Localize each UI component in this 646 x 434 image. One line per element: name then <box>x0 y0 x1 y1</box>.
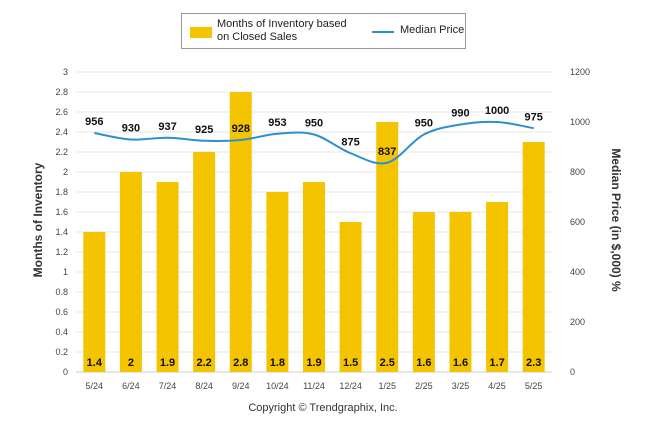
x-tick-label: 6/24 <box>122 381 140 391</box>
left-tick-label: 1.6 <box>55 207 68 217</box>
copyright-text: Copyright © Trendgraphix, Inc. <box>248 402 398 414</box>
left-tick-label: 1.4 <box>55 227 68 237</box>
price-value-label: 1000 <box>485 105 509 117</box>
x-axis-ticks: 5/24 6/24 7/24 8/24 9/24 10/24 11/24 12/24 1/25 2… <box>86 381 543 391</box>
price-value-label: 875 <box>341 136 359 148</box>
price-value-label: 937 <box>158 121 176 133</box>
x-tick-label: 7/24 <box>159 381 177 391</box>
left-tick-label: 3 <box>63 67 68 77</box>
left-tick-label: 2.8 <box>55 87 68 97</box>
bar <box>376 122 399 372</box>
bar-legend-swatch <box>190 27 212 38</box>
bar-value-label: 1.6 <box>453 357 468 369</box>
left-axis-ticks: 0 0.2 0.4 0.6 0.8 1 1.2 1.4 1.6 1.8 2 2.2 2.4 2.6 2.8 3 <box>55 67 68 377</box>
bar-value-label: 2.3 <box>526 357 541 369</box>
bar-value-label: 1.7 <box>489 357 504 369</box>
x-tick-label: 8/24 <box>195 381 213 391</box>
x-tick-label: 10/24 <box>266 381 289 391</box>
x-tick-label: 2/25 <box>415 381 433 391</box>
bar-value-label: 1.4 <box>87 357 103 369</box>
x-tick-label: 5/25 <box>525 381 543 391</box>
right-tick-label: 1200 <box>570 67 590 77</box>
bar-value-label: 1.9 <box>160 357 175 369</box>
bar <box>412 212 435 372</box>
left-tick-label: 2.6 <box>55 107 68 117</box>
bar-value-label: 2.5 <box>380 357 395 369</box>
price-value-label: 925 <box>195 124 213 136</box>
bar <box>156 182 179 372</box>
bar-value-label: 1.8 <box>270 357 285 369</box>
price-value-label: 990 <box>451 108 469 120</box>
left-tick-label: 0 <box>63 367 68 377</box>
price-value-label: 950 <box>415 118 433 130</box>
bar-value-label: 2 <box>128 357 134 369</box>
bar <box>229 92 252 372</box>
price-value-label: 956 <box>85 116 103 128</box>
price-value-label: 928 <box>232 123 250 135</box>
left-tick-label: 2 <box>63 167 68 177</box>
price-value-label: 837 <box>378 146 396 158</box>
left-axis-label: Months of Inventory <box>31 162 45 277</box>
bar <box>303 182 325 372</box>
left-tick-label: 1.8 <box>55 187 68 197</box>
x-tick-label: 4/25 <box>488 381 506 391</box>
x-tick-label: 9/24 <box>232 381 250 391</box>
bar <box>119 172 142 372</box>
x-tick-label: 12/24 <box>339 381 362 391</box>
bar-value-label: 2.8 <box>233 357 248 369</box>
left-tick-label: 0.4 <box>55 327 68 337</box>
bar <box>83 232 106 372</box>
bar <box>266 192 289 372</box>
right-tick-label: 400 <box>570 267 585 277</box>
price-value-label: 975 <box>525 111 543 123</box>
x-tick-label: 11/24 <box>303 381 325 391</box>
price-value-label: 953 <box>268 117 286 129</box>
left-tick-label: 2.4 <box>55 127 68 137</box>
right-axis-ticks: 0 200 400 600 800 1000 1200 <box>570 67 590 377</box>
bar <box>449 212 472 372</box>
left-tick-label: 2.2 <box>55 147 68 157</box>
bar <box>486 202 509 372</box>
bar-legend-label: Months of Inventory based on Closed Sale… <box>217 18 347 43</box>
bar-data-labels: 1.4 2 1.9 2.2 2.8 1.8 1.9 1.5 2.5 1.6 1.6 1.7 2.3 <box>87 357 542 369</box>
x-tick-label: 5/24 <box>86 381 104 391</box>
right-tick-label: 800 <box>570 167 585 177</box>
bar <box>522 142 545 372</box>
left-tick-label: 0.6 <box>55 307 68 317</box>
x-tick-label: 1/25 <box>378 381 396 391</box>
right-tick-label: 0 <box>570 367 575 377</box>
right-tick-label: 600 <box>570 217 585 227</box>
price-value-label: 950 <box>305 118 323 130</box>
legend: Months of Inventory based on Closed Sale… <box>181 13 466 49</box>
left-tick-label: 0.2 <box>55 347 68 357</box>
price-value-label: 930 <box>122 123 140 135</box>
line-legend-swatch <box>372 31 394 33</box>
bar-series <box>83 92 545 372</box>
right-tick-label: 200 <box>570 317 585 327</box>
left-tick-label: 1.2 <box>55 247 68 257</box>
right-axis-label: Median Price (in $,000) % <box>609 148 623 292</box>
price-data-labels: 956 930 937 925 928 953 950 875 837 950 990 1000 975 <box>85 105 543 158</box>
line-legend-label: Median Price <box>400 24 465 36</box>
right-tick-label: 1000 <box>570 117 590 127</box>
bar-value-label: 1.5 <box>343 357 358 369</box>
bar <box>339 222 362 372</box>
left-tick-label: 0.8 <box>55 287 68 297</box>
bar-value-label: 1.6 <box>416 357 431 369</box>
median-price-line <box>94 120 534 165</box>
bar-value-label: 1.9 <box>306 357 321 369</box>
left-tick-label: 1 <box>63 267 68 277</box>
bar-value-label: 2.2 <box>197 357 212 369</box>
bar <box>193 152 216 372</box>
x-tick-label: 3/25 <box>452 381 470 391</box>
